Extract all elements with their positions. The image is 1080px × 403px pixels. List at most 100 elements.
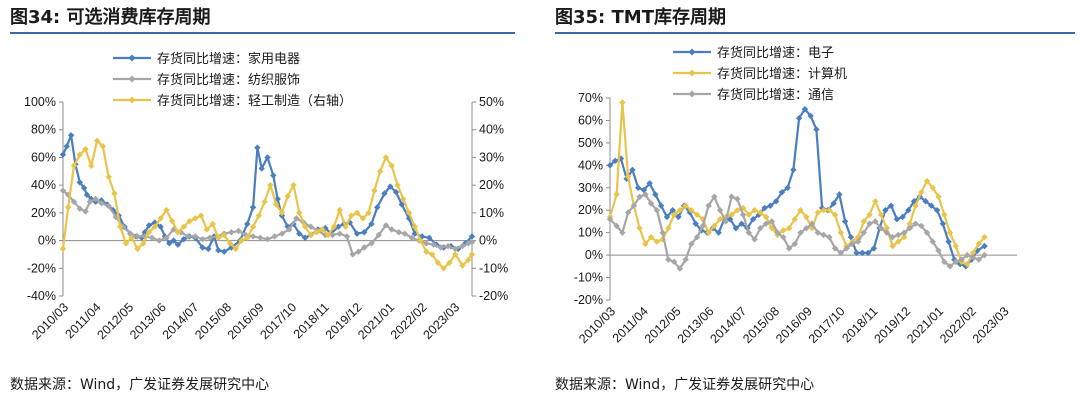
- data-point: [59, 187, 67, 194]
- data-point: [452, 251, 459, 258]
- data-point: [423, 248, 430, 255]
- data-point: [92, 195, 99, 203]
- data-point: [905, 207, 912, 214]
- data-point: [249, 223, 257, 230]
- data-point: [394, 181, 401, 189]
- data-point: [634, 184, 642, 191]
- data-point: [853, 249, 860, 257]
- data-point: [99, 143, 107, 150]
- data-point: [606, 216, 614, 223]
- data-point: [336, 206, 343, 214]
- data-point: [969, 249, 977, 257]
- data-point: [226, 240, 234, 247]
- data-point: [820, 231, 827, 239]
- data-point: [186, 217, 193, 225]
- left-tick-label: -20%: [574, 293, 603, 307]
- data-point: [423, 240, 430, 247]
- data-point: [371, 187, 378, 194]
- data-point: [814, 209, 822, 216]
- data-point: [606, 162, 614, 169]
- left-tick-label: 0%: [38, 234, 56, 248]
- data-point: [197, 212, 205, 219]
- data-point: [647, 200, 655, 207]
- data-point: [417, 237, 424, 244]
- data-point: [426, 234, 433, 241]
- data-point: [151, 223, 159, 230]
- data-point: [739, 211, 747, 218]
- data-point: [870, 245, 878, 252]
- data-point: [877, 211, 885, 218]
- data-point: [692, 220, 699, 227]
- data-point: [780, 227, 787, 234]
- data-point: [388, 162, 395, 169]
- data-point: [290, 181, 297, 189]
- left-tick-label: 20%: [578, 203, 603, 217]
- data-point: [676, 265, 684, 272]
- left-tick-label: 20%: [31, 206, 56, 220]
- data-point: [382, 222, 390, 229]
- data-point: [945, 238, 952, 245]
- data-point: [63, 143, 70, 150]
- data-point: [355, 248, 362, 255]
- data-point: [228, 229, 235, 236]
- data-point: [206, 234, 213, 241]
- legend-swatch-marker: [688, 90, 696, 98]
- data-point: [826, 207, 833, 214]
- data-point: [716, 216, 724, 223]
- data-point: [642, 191, 649, 198]
- data-point: [313, 229, 320, 236]
- data-point: [166, 240, 173, 247]
- data-point: [434, 259, 442, 266]
- data-point: [375, 231, 382, 239]
- data-point: [215, 247, 222, 254]
- left-tick-label: -40%: [27, 289, 56, 303]
- x-tick-label: 2023/03: [970, 304, 1012, 346]
- data-point: [80, 184, 88, 192]
- data-point: [296, 209, 303, 217]
- data-point: [705, 202, 712, 209]
- data-point: [893, 216, 901, 223]
- data-point: [145, 222, 153, 229]
- legend-swatch-marker: [688, 69, 696, 77]
- data-point: [981, 233, 988, 241]
- data-point: [929, 184, 936, 191]
- data-point: [76, 179, 83, 186]
- data-point: [59, 151, 67, 158]
- legend-label: 存货同比增速：电子: [717, 45, 834, 61]
- left-line-chart: 100% 80% 60% 40% 20% 0% -20% -40% 50% 40% 30% 20% 10…: [24, 51, 508, 342]
- left-tick-label: 100%: [24, 95, 56, 109]
- data-point: [797, 229, 804, 236]
- data-point: [785, 245, 793, 252]
- data-point: [88, 162, 95, 169]
- left-tick-label: -20%: [27, 261, 56, 275]
- data-point: [168, 217, 176, 225]
- legend-label: 存货同比增速：通信: [717, 87, 834, 103]
- legend-label: 存货同比增速：纺织服饰: [157, 72, 300, 88]
- data-point: [728, 193, 735, 200]
- chart-title: 图34: 可选消费库存周期: [10, 7, 211, 28]
- data-point: [636, 193, 643, 200]
- x-tick-label: 2010/03: [576, 304, 618, 346]
- data-point: [630, 202, 638, 209]
- data-point: [163, 234, 170, 241]
- data-point: [296, 230, 303, 237]
- data-point: [244, 220, 251, 228]
- data-point: [918, 189, 925, 196]
- data-point: [134, 233, 141, 240]
- data-point: [807, 112, 814, 120]
- data-point: [860, 218, 868, 225]
- data-point: [70, 162, 78, 169]
- data-point: [105, 173, 112, 181]
- data-point: [199, 235, 206, 243]
- data-point: [180, 235, 187, 243]
- data-point: [205, 245, 212, 253]
- data-point: [82, 208, 89, 215]
- data-point: [813, 126, 820, 133]
- x-tick-label: 2023/03: [420, 300, 462, 342]
- data-point: [284, 193, 291, 200]
- data-point: [244, 234, 251, 241]
- data-point: [199, 244, 206, 251]
- data-point: [889, 242, 896, 250]
- data-point: [933, 207, 941, 214]
- data-point: [843, 245, 850, 252]
